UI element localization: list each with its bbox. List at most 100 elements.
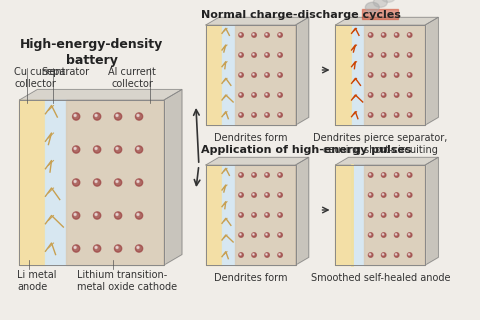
Circle shape <box>240 214 241 215</box>
Circle shape <box>252 93 256 97</box>
Polygon shape <box>206 165 296 265</box>
Circle shape <box>266 214 267 215</box>
Circle shape <box>369 214 371 215</box>
Circle shape <box>369 34 371 35</box>
Circle shape <box>408 173 412 177</box>
Circle shape <box>95 246 97 249</box>
Circle shape <box>135 179 143 186</box>
Circle shape <box>369 213 373 217</box>
Circle shape <box>253 194 254 195</box>
Text: High-energy-density
battery: High-energy-density battery <box>20 37 163 67</box>
Circle shape <box>116 180 118 182</box>
Polygon shape <box>19 100 164 265</box>
Circle shape <box>253 114 254 115</box>
Circle shape <box>278 93 282 97</box>
Circle shape <box>408 94 410 95</box>
Circle shape <box>137 114 139 116</box>
Polygon shape <box>46 100 66 265</box>
Circle shape <box>265 253 269 257</box>
Circle shape <box>383 214 384 215</box>
Polygon shape <box>235 165 296 265</box>
Text: Dendrites form: Dendrites form <box>214 133 288 143</box>
Text: Application of high-energy pulses: Application of high-energy pulses <box>201 145 411 155</box>
Circle shape <box>239 113 243 117</box>
Circle shape <box>278 113 282 117</box>
Circle shape <box>240 234 241 235</box>
Circle shape <box>265 193 269 197</box>
Circle shape <box>408 93 412 97</box>
Circle shape <box>382 193 386 197</box>
Circle shape <box>95 114 97 116</box>
Polygon shape <box>296 17 309 125</box>
Circle shape <box>266 254 267 255</box>
Circle shape <box>408 193 412 197</box>
Polygon shape <box>336 17 438 25</box>
Circle shape <box>239 173 243 177</box>
Circle shape <box>114 146 122 153</box>
Text: Normal charge-discharge cycles: Normal charge-discharge cycles <box>201 10 401 20</box>
Circle shape <box>252 73 256 77</box>
Circle shape <box>395 233 399 237</box>
Circle shape <box>135 146 143 153</box>
Circle shape <box>408 54 410 55</box>
Polygon shape <box>351 25 364 125</box>
Circle shape <box>408 74 410 75</box>
Circle shape <box>74 180 76 182</box>
Circle shape <box>240 74 241 75</box>
Circle shape <box>369 54 371 55</box>
Circle shape <box>382 253 386 257</box>
Circle shape <box>239 93 243 97</box>
Circle shape <box>382 233 386 237</box>
Polygon shape <box>364 165 425 265</box>
Circle shape <box>253 34 254 35</box>
Polygon shape <box>425 157 438 265</box>
Circle shape <box>408 174 410 175</box>
Circle shape <box>408 33 412 37</box>
Circle shape <box>94 212 101 219</box>
Circle shape <box>408 214 410 215</box>
Circle shape <box>395 213 399 217</box>
Circle shape <box>240 54 241 55</box>
Circle shape <box>369 94 371 95</box>
Circle shape <box>395 173 399 177</box>
Circle shape <box>408 73 412 77</box>
Circle shape <box>383 194 384 195</box>
Circle shape <box>408 234 410 235</box>
Circle shape <box>369 33 373 37</box>
Circle shape <box>369 234 371 235</box>
Circle shape <box>369 53 373 57</box>
Circle shape <box>408 233 412 237</box>
Circle shape <box>137 147 139 149</box>
Circle shape <box>72 146 80 153</box>
Circle shape <box>265 73 269 77</box>
Circle shape <box>94 179 101 186</box>
Circle shape <box>116 246 118 249</box>
Circle shape <box>266 74 267 75</box>
Circle shape <box>116 147 118 149</box>
Circle shape <box>395 33 399 37</box>
Circle shape <box>265 233 269 237</box>
Circle shape <box>278 193 282 197</box>
Polygon shape <box>222 165 235 265</box>
Circle shape <box>266 54 267 55</box>
Circle shape <box>383 94 384 95</box>
Circle shape <box>279 214 280 215</box>
Circle shape <box>266 174 267 175</box>
Circle shape <box>383 234 384 235</box>
Circle shape <box>369 193 373 197</box>
Circle shape <box>279 74 280 75</box>
Polygon shape <box>336 165 425 265</box>
Circle shape <box>395 73 399 77</box>
Circle shape <box>278 173 282 177</box>
Circle shape <box>369 73 373 77</box>
Circle shape <box>279 194 280 195</box>
Circle shape <box>240 114 241 115</box>
Polygon shape <box>425 17 438 125</box>
Circle shape <box>94 146 101 153</box>
Circle shape <box>266 234 267 235</box>
Circle shape <box>265 113 269 117</box>
Circle shape <box>382 33 386 37</box>
Circle shape <box>72 245 80 252</box>
Circle shape <box>278 233 282 237</box>
Circle shape <box>253 254 254 255</box>
